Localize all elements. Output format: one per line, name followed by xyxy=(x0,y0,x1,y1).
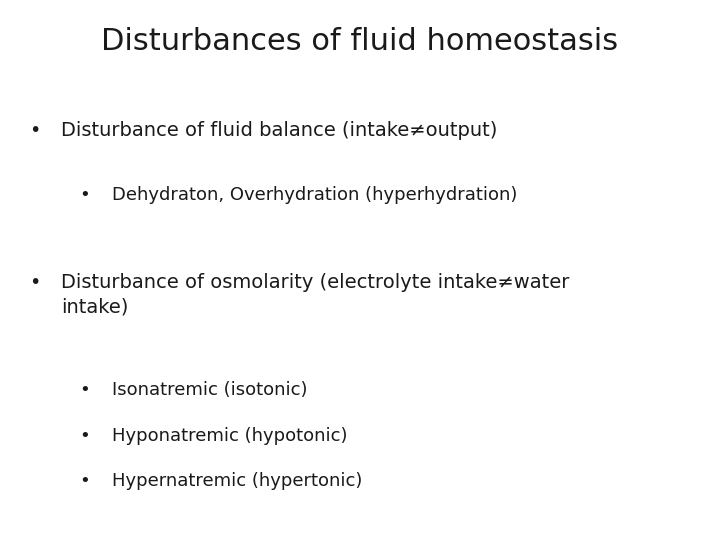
Text: •: • xyxy=(80,381,90,399)
Text: •: • xyxy=(29,122,40,140)
Text: Disturbance of fluid balance (intake≠output): Disturbance of fluid balance (intake≠out… xyxy=(61,122,498,140)
Text: Isonatremic (isotonic): Isonatremic (isotonic) xyxy=(112,381,307,399)
Text: Hypernatremic (hypertonic): Hypernatremic (hypertonic) xyxy=(112,472,362,490)
Text: •: • xyxy=(29,273,40,292)
Text: Disturbances of fluid homeostasis: Disturbances of fluid homeostasis xyxy=(102,27,618,56)
Text: Hyponatremic (hypotonic): Hyponatremic (hypotonic) xyxy=(112,427,347,444)
Text: •: • xyxy=(80,186,90,204)
Text: Disturbance of osmolarity (electrolyte intake≠water
intake): Disturbance of osmolarity (electrolyte i… xyxy=(61,273,570,316)
Text: •: • xyxy=(80,427,90,444)
Text: Dehydraton, Overhydration (hyperhydration): Dehydraton, Overhydration (hyperhydratio… xyxy=(112,186,517,204)
Text: •: • xyxy=(80,472,90,490)
